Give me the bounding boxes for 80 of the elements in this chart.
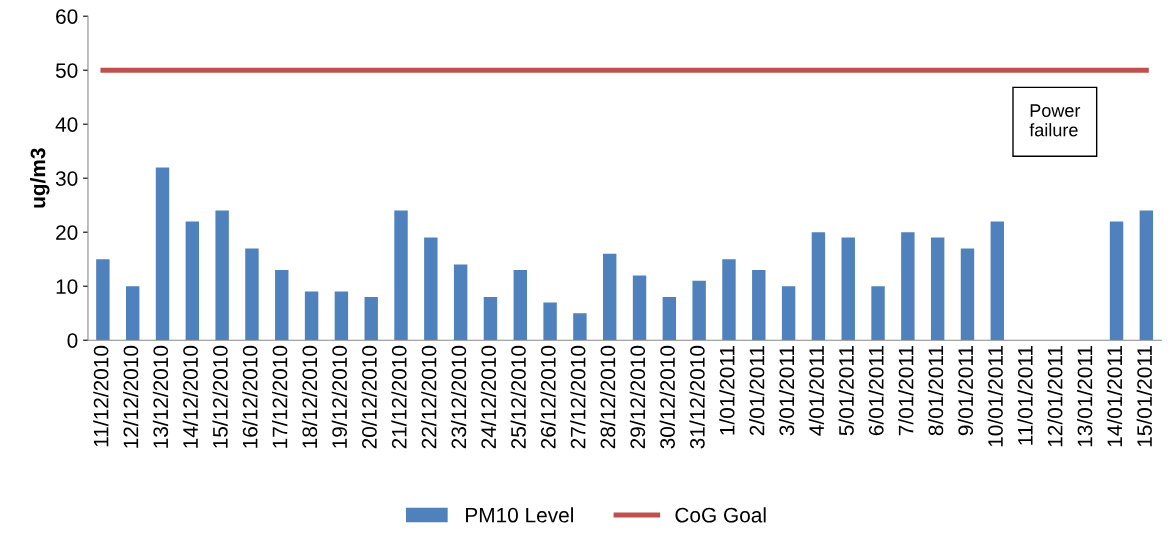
bar bbox=[185, 221, 200, 341]
bar bbox=[215, 210, 229, 341]
x-tick-label: 10/01/2011 bbox=[987, 346, 1003, 447]
x-tick-label: 21/12/2010 bbox=[391, 345, 407, 449]
x-tick-label: 11/01/2011 bbox=[1017, 346, 1033, 445]
x-tick-label: 12/01/2011 bbox=[1047, 346, 1063, 447]
bar bbox=[573, 313, 587, 341]
y-tick-label: 30 bbox=[55, 171, 78, 186]
y-tick-label: 0 bbox=[67, 333, 78, 348]
bar bbox=[334, 291, 349, 341]
bar bbox=[394, 210, 408, 341]
x-tick-label: 5/01/2011 bbox=[838, 346, 854, 436]
y-tick-label: 20 bbox=[56, 225, 78, 240]
legend-label: PM10 Level bbox=[466, 507, 573, 523]
bar bbox=[722, 259, 736, 341]
bar bbox=[483, 297, 498, 341]
x-tick-label: 9/01/2011 bbox=[957, 346, 974, 436]
bar bbox=[752, 270, 766, 341]
bar bbox=[125, 286, 140, 341]
x-tick-label: 28/12/2010 bbox=[600, 345, 616, 449]
x-tick-label: 15/01/2011 bbox=[1136, 346, 1152, 447]
x-tick-label: 18/12/2010 bbox=[301, 345, 318, 448]
y-tick-label: 10 bbox=[56, 279, 78, 294]
x-tick-label: 25/12/2010 bbox=[510, 345, 526, 449]
x-tick-label: 26/12/2010 bbox=[540, 345, 556, 449]
bar bbox=[304, 291, 319, 341]
legend-label: CoG Goal bbox=[675, 507, 766, 523]
x-tick-label: 8/01/2011 bbox=[927, 346, 944, 436]
x-tick-label: 30/12/2010 bbox=[659, 345, 675, 449]
bar bbox=[275, 270, 289, 341]
x-tick-label: 31/12/2010 bbox=[689, 345, 705, 449]
bar bbox=[96, 259, 110, 341]
bar bbox=[692, 280, 706, 341]
bar bbox=[990, 221, 1004, 341]
x-tick-label: 17/12/2010 bbox=[272, 345, 288, 448]
y-tick-label: 40 bbox=[55, 117, 78, 132]
y-axis-title: ug/m3 bbox=[30, 148, 50, 208]
annotation: Power failure bbox=[1029, 104, 1081, 137]
bar bbox=[155, 167, 170, 341]
x-tick-label: 20/12/2010 bbox=[361, 345, 377, 449]
x-tick-label: 23/12/2010 bbox=[450, 345, 467, 449]
x-tick-label: 19/12/2010 bbox=[331, 345, 347, 448]
bar bbox=[245, 248, 259, 341]
x-tick-label: 29/12/2010 bbox=[629, 345, 646, 449]
bar bbox=[1109, 221, 1124, 341]
x-tick-label: 4/01/2011 bbox=[808, 346, 824, 436]
bar bbox=[871, 286, 885, 341]
x-tick-label: 7/01/2011 bbox=[898, 346, 914, 436]
bar bbox=[1139, 210, 1154, 341]
x-tick-label: 27/12/2010 bbox=[570, 345, 586, 449]
bar bbox=[603, 253, 617, 341]
x-tick-label: 3/01/2011 bbox=[778, 346, 795, 436]
x-tick-label: 14/01/2011 bbox=[1106, 346, 1123, 447]
bar bbox=[453, 264, 468, 341]
x-tick-label: 1/01/2011 bbox=[719, 346, 735, 435]
y-tick-label: 60 bbox=[56, 9, 78, 24]
x-tick-label: 24/12/2010 bbox=[480, 345, 497, 449]
bar bbox=[543, 302, 557, 341]
bar bbox=[781, 286, 796, 341]
bar bbox=[632, 275, 647, 341]
x-tick-label: 13/01/2011 bbox=[1077, 346, 1093, 447]
bar bbox=[662, 297, 677, 341]
x-tick-label: 11/12/2010 bbox=[93, 345, 109, 447]
x-tick-label: 14/12/2010 bbox=[182, 345, 198, 448]
x-tick-label: 15/12/2010 bbox=[212, 345, 228, 448]
bar bbox=[811, 232, 826, 341]
x-tick-label: 16/12/2010 bbox=[242, 345, 258, 448]
x-tick-label: 13/12/2010 bbox=[152, 345, 169, 448]
bar bbox=[424, 237, 438, 341]
bar bbox=[901, 232, 915, 341]
bar bbox=[841, 237, 855, 341]
x-tick-label: 6/01/2011 bbox=[868, 346, 884, 436]
bar bbox=[960, 248, 975, 341]
x-tick-label: 12/12/2010 bbox=[122, 345, 139, 448]
bar bbox=[364, 297, 378, 341]
x-tick-label: 22/12/2010 bbox=[421, 345, 437, 449]
x-tick-label: 2/01/2011 bbox=[749, 346, 765, 436]
y-tick-label: 50 bbox=[55, 63, 78, 78]
bar bbox=[513, 270, 527, 341]
bar bbox=[930, 237, 945, 341]
